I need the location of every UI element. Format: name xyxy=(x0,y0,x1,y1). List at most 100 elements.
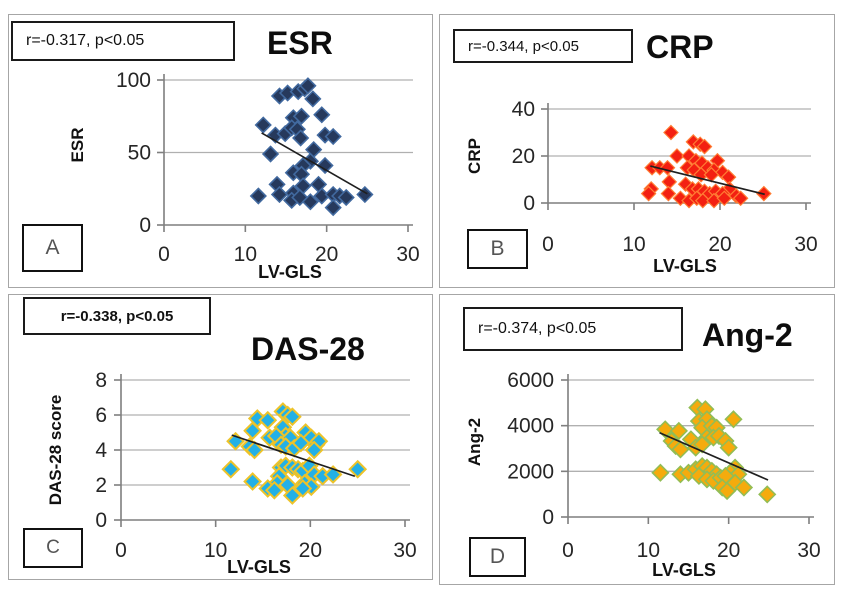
panel-letter-a: A xyxy=(45,236,60,259)
y-tick-label: 100 xyxy=(116,69,151,92)
data-point xyxy=(324,198,342,217)
data-point xyxy=(304,440,324,460)
panel-esr: r=-0.317, p<0.05 ESR 0 10 20 30 0 50 100 LV-GLS… xyxy=(8,14,433,288)
data-point xyxy=(304,90,322,108)
correlation-annotation-esr: r=-0.317, p<0.05 xyxy=(11,21,235,61)
y-tick-label: 4 xyxy=(95,439,107,462)
correlation-annotation-crp: r=-0.344, p<0.05 xyxy=(453,29,633,63)
correlation-text-crp: r=-0.344, p<0.05 xyxy=(468,37,579,55)
x-tick-label: 10 xyxy=(204,539,227,562)
data-point xyxy=(301,193,320,211)
panel-letter-c: C xyxy=(46,537,60,558)
y-axis-title: ESR xyxy=(68,128,87,163)
data-point xyxy=(348,459,368,479)
y-tick-label: 2000 xyxy=(507,460,554,483)
tick-labels: 0 10 20 30 0 2000 4000 6000 xyxy=(507,369,820,562)
data-point xyxy=(716,190,733,207)
data-point xyxy=(270,185,289,204)
x-axis-title: LV-GLS xyxy=(653,256,717,276)
scatter-markers xyxy=(651,398,777,504)
tick-labels: 0 10 20 30 0 2 4 6 8 xyxy=(95,369,416,562)
data-point xyxy=(724,410,743,429)
x-axis-title: LV-GLS xyxy=(652,560,716,580)
y-tick-label: 0 xyxy=(139,214,151,237)
axes xyxy=(114,374,410,527)
data-point xyxy=(671,440,690,459)
data-point xyxy=(758,485,777,504)
y-tick-label: 20 xyxy=(512,145,535,168)
x-tick-label: 30 xyxy=(794,233,817,256)
panel-letter-box-c: C xyxy=(23,528,83,568)
data-point xyxy=(258,410,278,430)
data-point xyxy=(313,106,331,124)
axes xyxy=(561,374,814,524)
data-point xyxy=(693,435,712,454)
x-tick-label: 20 xyxy=(708,233,731,256)
panel-das28: r=-0.338, p<0.05 DAS-28 0 10 20 30 0 2 4 6 8 LV-G… xyxy=(8,294,433,580)
data-point xyxy=(264,480,284,500)
x-tick-label: 10 xyxy=(637,539,660,562)
correlation-annotation-das28: r=-0.338, p<0.05 xyxy=(23,297,211,335)
x-tick-label: 0 xyxy=(542,233,554,256)
y-tick-label: 0 xyxy=(542,506,554,529)
ang2-scatter-chart: 0 10 20 30 0 2000 4000 6000 LV-GLS Ang-2 xyxy=(465,369,821,580)
y-tick-label: 6 xyxy=(95,404,107,427)
data-point xyxy=(292,107,311,125)
data-point xyxy=(719,438,738,457)
y-tick-label: 50 xyxy=(128,142,151,165)
y-tick-label: 0 xyxy=(95,509,107,532)
axes xyxy=(157,74,413,232)
x-tick-label: 0 xyxy=(562,539,574,562)
data-point xyxy=(694,192,711,209)
gridlines xyxy=(548,108,811,157)
x-axis-title: LV-GLS xyxy=(258,262,322,282)
x-tick-label: 30 xyxy=(396,243,419,266)
x-tick-label: 20 xyxy=(315,243,338,266)
tick-labels: 0 10 20 30 0 20 40 xyxy=(512,98,818,256)
data-point xyxy=(640,185,657,202)
data-point xyxy=(293,479,313,498)
gridlines xyxy=(568,379,814,472)
y-tick-label: 4000 xyxy=(507,415,554,438)
correlation-text-esr: r=-0.317, p<0.05 xyxy=(26,32,145,49)
data-point xyxy=(669,421,688,441)
data-point xyxy=(663,124,679,141)
correlation-text-ang2: r=-0.374, p<0.05 xyxy=(478,320,597,337)
y-tick-label: 2 xyxy=(95,474,107,497)
data-point xyxy=(316,156,334,175)
data-point xyxy=(651,463,670,482)
data-point xyxy=(693,166,709,183)
x-axis-title: LV-GLS xyxy=(227,557,291,577)
data-point xyxy=(299,77,317,95)
x-tick-label: 20 xyxy=(299,539,322,562)
data-point xyxy=(291,188,309,207)
das28-scatter-chart: 0 10 20 30 0 2 4 6 8 LV-GLS DAS-28 score xyxy=(46,369,417,577)
data-point xyxy=(221,459,241,479)
data-point xyxy=(261,145,280,163)
data-point xyxy=(732,190,749,207)
crp-scatter-chart: 0 10 20 30 0 20 40 LV-GLS CRP xyxy=(465,98,818,276)
x-tick-label: 10 xyxy=(622,233,645,256)
data-point xyxy=(249,187,267,205)
scatter-markers xyxy=(249,77,374,217)
trend-line xyxy=(659,431,769,481)
panel-title-ang2: Ang-2 xyxy=(702,317,793,353)
y-axis-title: CRP xyxy=(465,138,484,174)
panel-letter-b: B xyxy=(490,237,505,260)
data-point xyxy=(243,472,263,491)
data-point xyxy=(292,129,310,147)
x-tick-label: 0 xyxy=(158,243,170,266)
y-tick-label: 8 xyxy=(95,369,107,392)
x-tick-label: 30 xyxy=(797,539,820,562)
data-point xyxy=(656,420,675,439)
scatter-markers xyxy=(640,124,772,209)
gridlines xyxy=(164,79,413,154)
data-point xyxy=(660,185,677,202)
correlation-annotation-ang2: r=-0.374, p<0.05 xyxy=(463,307,683,351)
esr-scatter-chart: 0 10 20 30 0 50 100 LV-GLS ESR xyxy=(68,69,420,282)
panel-title-crp: CRP xyxy=(646,29,714,65)
tick-labels: 0 10 20 30 0 50 100 xyxy=(116,69,420,266)
data-point xyxy=(337,188,355,207)
data-point xyxy=(245,440,264,460)
